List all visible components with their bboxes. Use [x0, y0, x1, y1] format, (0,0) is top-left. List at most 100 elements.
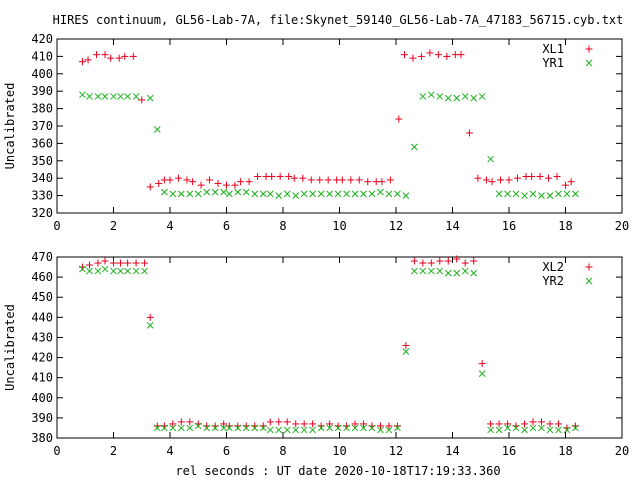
data-point — [220, 424, 228, 432]
legend-marker — [585, 277, 593, 285]
data-point — [117, 259, 125, 267]
y-tick-label: 380 — [31, 102, 53, 116]
data-point — [368, 190, 376, 198]
data-point — [562, 181, 569, 189]
data-point — [283, 426, 291, 434]
x-tick-label: 14 — [445, 219, 459, 233]
data-point — [115, 54, 123, 62]
data-point — [521, 426, 528, 434]
legend-marker — [585, 45, 593, 53]
data-point — [242, 188, 250, 196]
data-point — [538, 192, 545, 199]
data-point — [266, 426, 274, 434]
y-tick-label: 410 — [31, 371, 53, 385]
legend-label: YR1 — [542, 56, 564, 70]
data-point — [78, 58, 86, 66]
data-point — [223, 181, 230, 189]
data-point — [309, 190, 317, 198]
y-tick-label: 400 — [31, 67, 53, 81]
x-tick-label: 4 — [166, 219, 173, 233]
data-point — [132, 93, 140, 100]
data-point — [141, 267, 148, 275]
data-point — [434, 51, 442, 59]
data-point — [385, 422, 393, 430]
data-point — [394, 424, 401, 432]
x-tick-label: 4 — [166, 444, 173, 458]
data-point — [487, 420, 495, 428]
legend-label: XL1 — [542, 42, 564, 56]
data-point — [85, 261, 93, 269]
data-point — [266, 190, 274, 198]
data-point — [521, 420, 529, 428]
data-point — [110, 93, 117, 100]
data-point — [521, 192, 528, 199]
data-point — [360, 190, 367, 198]
x-tick-label: 20 — [615, 219, 629, 233]
x-tick-label: 12 — [389, 444, 403, 458]
data-point — [563, 426, 571, 434]
data-point — [347, 176, 355, 184]
data-point — [546, 420, 554, 428]
data-point — [146, 183, 154, 191]
data-point — [482, 176, 490, 184]
data-point — [368, 424, 376, 432]
data-point — [377, 188, 384, 196]
data-point — [203, 424, 211, 432]
y-tick-label: 460 — [31, 270, 53, 284]
data-point — [299, 174, 307, 182]
data-point — [546, 192, 554, 199]
data-point — [86, 267, 93, 275]
data-point — [504, 420, 512, 428]
x-tick-label: 20 — [615, 444, 629, 458]
data-point — [101, 265, 109, 273]
data-point — [563, 190, 571, 198]
x-tick-label: 12 — [389, 219, 403, 233]
data-point — [351, 420, 359, 428]
data-point — [251, 424, 259, 432]
x-tick-label: 16 — [502, 219, 516, 233]
data-point — [177, 424, 185, 432]
x-tick-label: 2 — [110, 219, 117, 233]
data-point — [453, 255, 461, 263]
data-point — [214, 179, 222, 187]
data-point — [254, 172, 262, 180]
data-point — [169, 190, 177, 198]
data-point — [169, 424, 177, 432]
data-point — [225, 424, 233, 432]
x-tick-label: 8 — [279, 219, 286, 233]
x-tick-label: 18 — [558, 444, 572, 458]
data-point — [444, 94, 452, 102]
x-tick-label: 0 — [53, 219, 60, 233]
data-point — [504, 190, 511, 198]
data-point — [538, 424, 545, 432]
series-xl2 — [78, 255, 579, 432]
data-point — [495, 420, 503, 428]
data-point — [529, 424, 537, 432]
data-point — [470, 94, 478, 102]
data-point — [292, 192, 300, 199]
data-point — [79, 91, 86, 99]
y-tick-label: 400 — [31, 391, 53, 405]
legend-marker — [585, 263, 593, 271]
data-point — [317, 424, 325, 432]
data-point — [410, 257, 418, 265]
data-point — [436, 257, 444, 265]
data-point — [487, 155, 494, 163]
data-point — [478, 360, 486, 368]
data-point — [169, 420, 177, 428]
data-point — [567, 178, 575, 186]
data-point — [283, 190, 291, 198]
data-point — [461, 93, 469, 100]
data-point — [117, 267, 124, 275]
data-point — [189, 178, 197, 186]
data-point — [465, 129, 473, 137]
y-tick-label: 420 — [31, 32, 53, 46]
data-point — [275, 418, 283, 426]
data-point — [360, 420, 368, 428]
data-point — [146, 313, 154, 321]
y-tick-label: 330 — [31, 189, 53, 203]
data-point — [377, 426, 384, 434]
data-point — [529, 418, 537, 426]
data-point — [474, 174, 482, 182]
data-point — [355, 176, 363, 184]
